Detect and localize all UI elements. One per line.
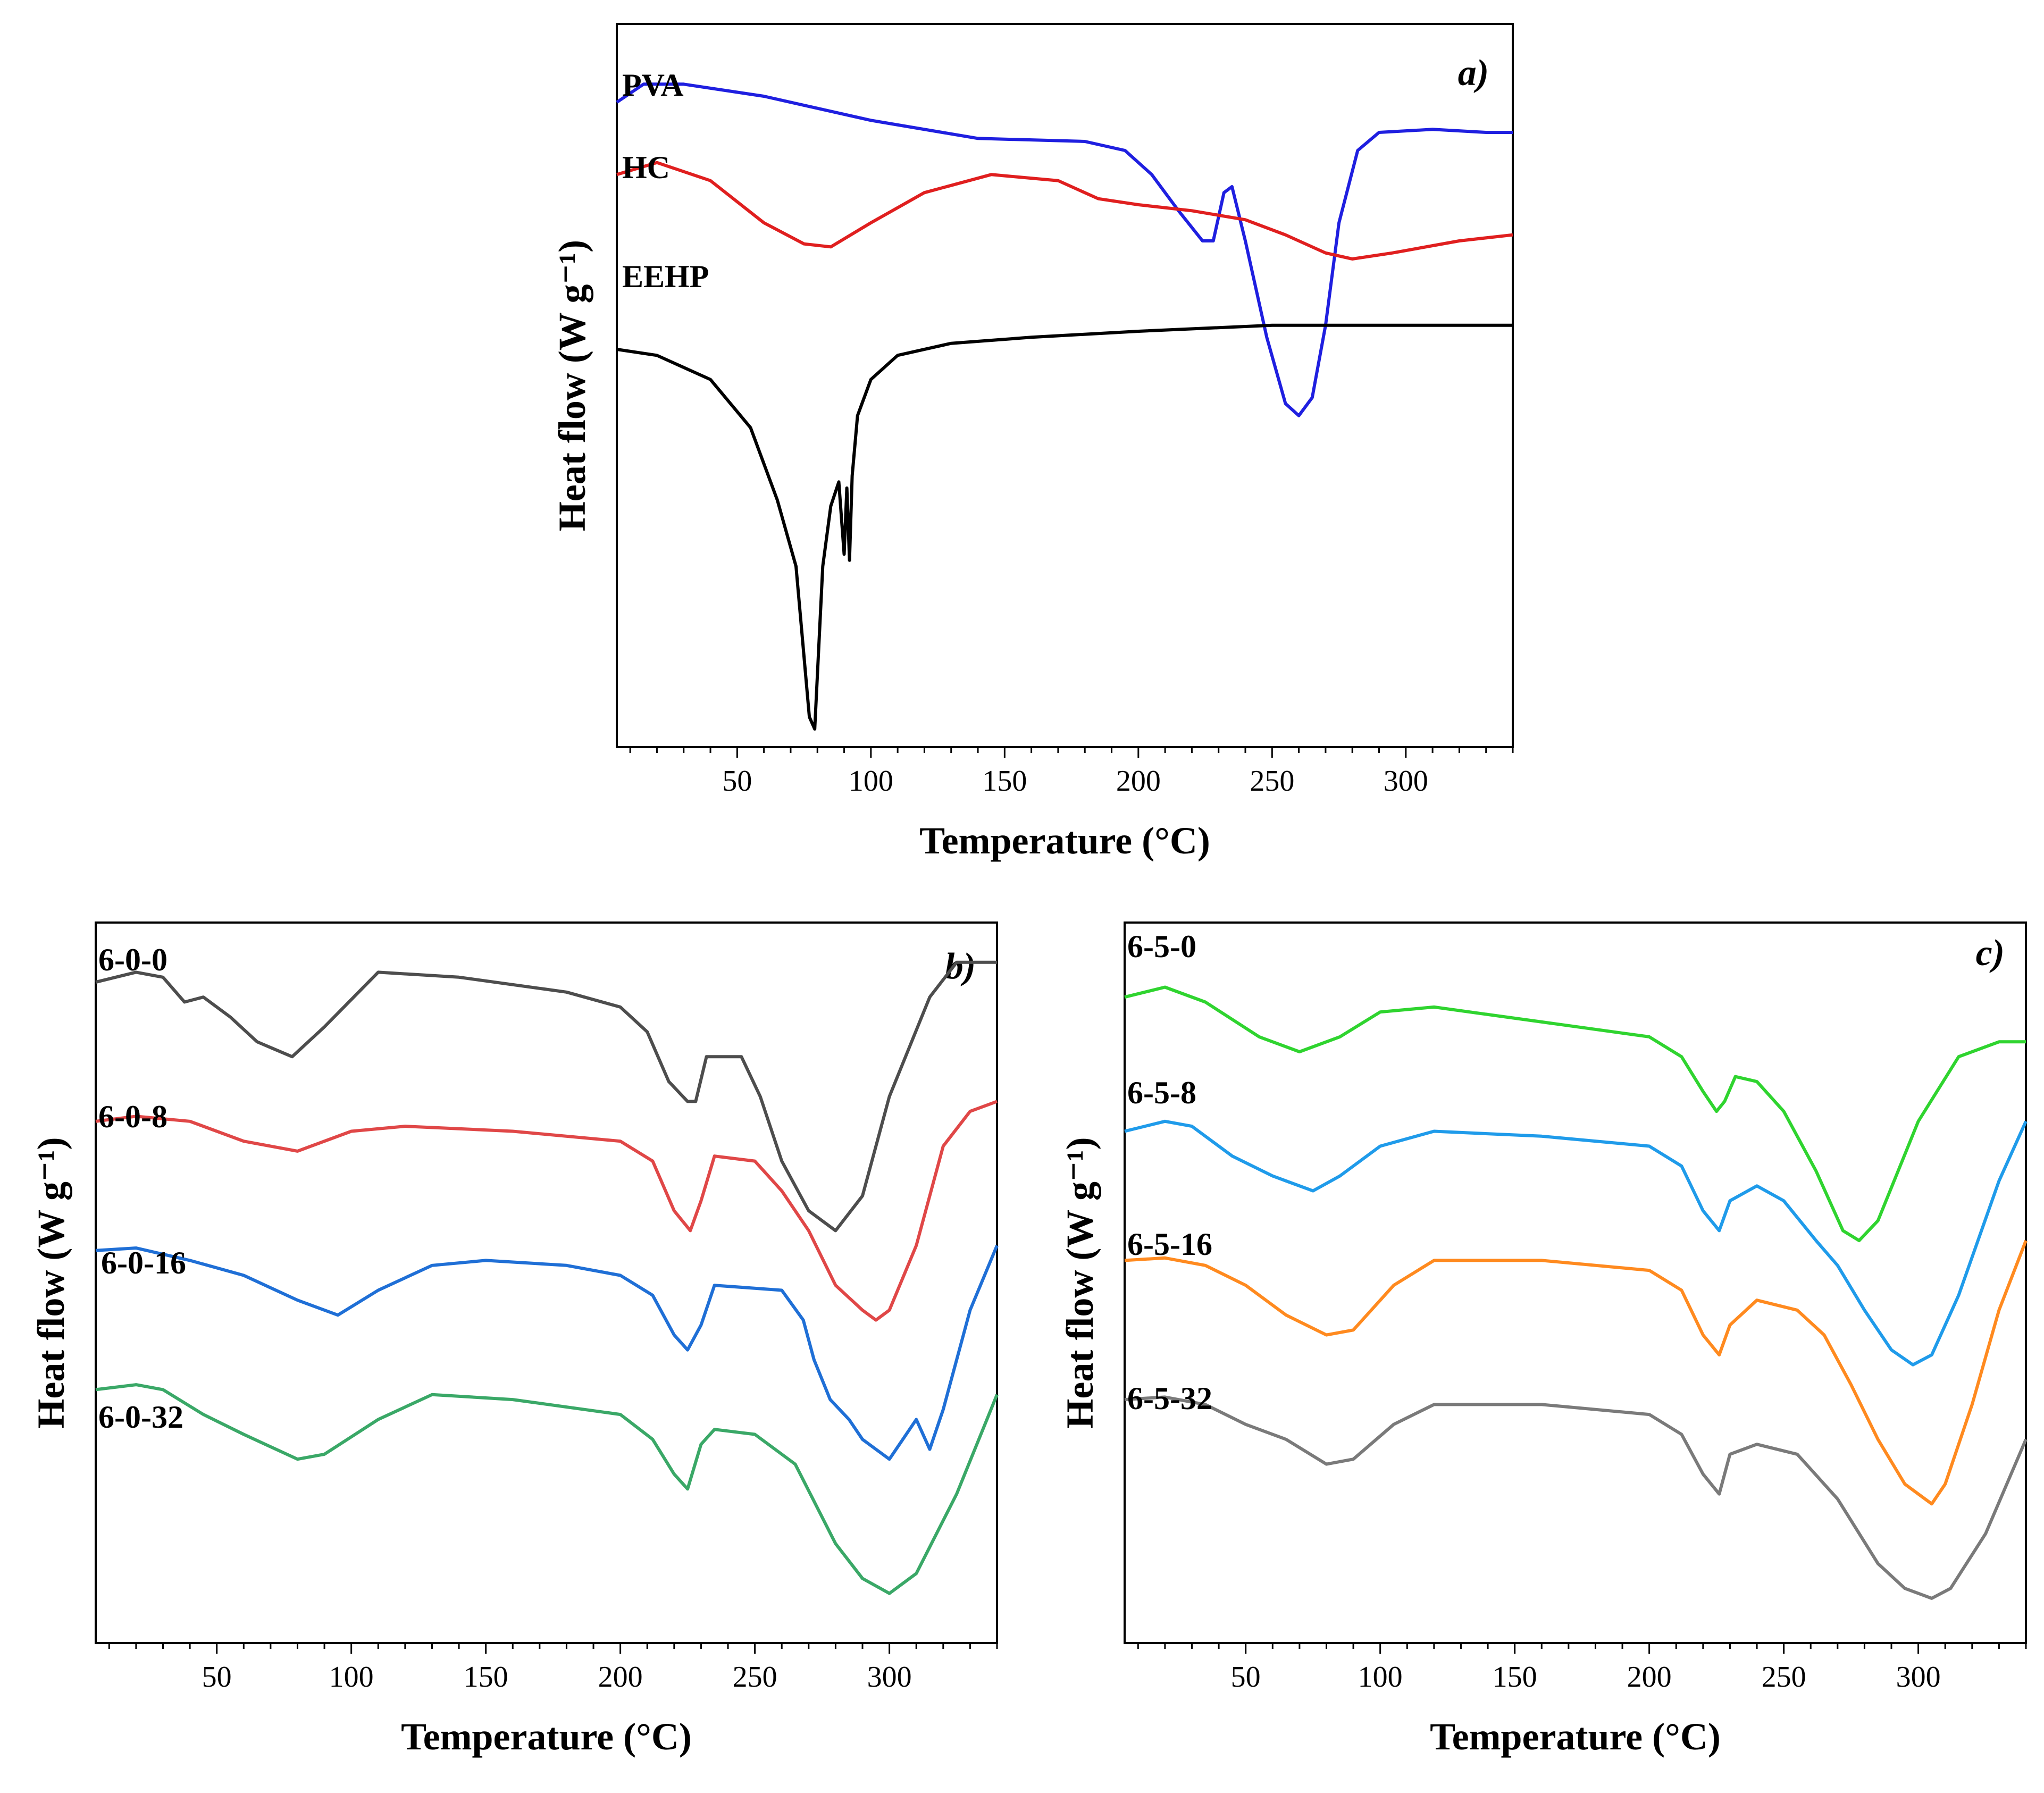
series-line-6-0-32 (95, 1383, 999, 1595)
x-tick-label: 150 (982, 765, 1027, 798)
y-axis-title: Heat flow (W g⁻¹) (1059, 1137, 1101, 1428)
series-line-6-0-16 (95, 1245, 999, 1461)
series-line-eehp (616, 323, 1513, 731)
series-line-6-5-8 (1124, 1119, 2028, 1367)
plot-frame (1124, 921, 2027, 1644)
series-line-pva (616, 82, 1513, 417)
x-tick-label: 200 (1627, 1661, 1672, 1694)
x-tick-label: 100 (329, 1661, 374, 1694)
series-line-6-5-32 (1124, 1395, 2028, 1600)
series-label: 6-5-32 (1127, 1381, 1212, 1416)
x-tick-label: 150 (464, 1661, 508, 1694)
x-tick-label: 50 (202, 1661, 232, 1694)
x-tick-label: 100 (1358, 1661, 1403, 1694)
panel-letter: b) (945, 946, 976, 987)
series-label: 6-0-0 (98, 942, 167, 977)
panel-letter: a) (1458, 53, 1489, 94)
series-label: HC (622, 150, 670, 185)
x-tick-label: 200 (598, 1661, 643, 1694)
series-line-6-5-16 (1124, 1240, 2028, 1506)
x-tick-label: 250 (1250, 765, 1294, 798)
series-line-hc (616, 161, 1513, 261)
x-axis-title: Temperature (°C) (919, 819, 1210, 862)
x-axis-title: Temperature (°C) (401, 1715, 692, 1758)
panel-a: 50 100 150 200 250 300 Temperature (°C) Heat fl… (551, 23, 1514, 862)
series-label: 6-0-8 (98, 1099, 167, 1134)
series-line-6-0-0 (95, 960, 997, 1233)
series-label: PVA (622, 68, 684, 103)
series-line-6-0-8 (95, 1100, 998, 1322)
x-tick-label: 100 (849, 765, 893, 798)
series-label: 6-5-16 (1127, 1227, 1212, 1262)
panel-letter: c) (1976, 933, 2005, 974)
x-tick-label: 250 (1762, 1661, 1806, 1694)
x-tick-label: 300 (867, 1661, 912, 1694)
y-axis-title: Heat flow (W g⁻¹) (551, 240, 593, 531)
series-line-6-5-0 (1124, 985, 2026, 1243)
x-tick-label: 150 (1493, 1661, 1537, 1694)
y-axis-title: Heat flow (W g⁻¹) (30, 1137, 72, 1428)
panel-b: 50 100 150 200 250 300 Temperature (°C) Heat fl… (30, 921, 999, 1758)
series-label: 6-5-8 (1127, 1075, 1196, 1110)
panel-c: 50 100 150 200 250 300 Temperature (°C) Heat fl… (1059, 921, 2028, 1758)
x-tick-label: 250 (733, 1661, 777, 1694)
x-tick-label: 50 (1231, 1661, 1261, 1694)
series-label: 6-0-16 (101, 1245, 186, 1280)
x-tick-label: 50 (722, 765, 752, 798)
plot-frame (616, 23, 1514, 748)
series-label: 6-5-0 (1127, 929, 1196, 964)
series-label: EEHP (622, 259, 709, 294)
plot-frame (95, 921, 998, 1644)
x-tick-label: 300 (1384, 765, 1428, 798)
x-tick-label: 300 (1896, 1661, 1941, 1694)
x-tick-label: 200 (1116, 765, 1161, 798)
series-label: 6-0-32 (98, 1400, 183, 1435)
x-axis-title: Temperature (°C) (1430, 1715, 1721, 1758)
